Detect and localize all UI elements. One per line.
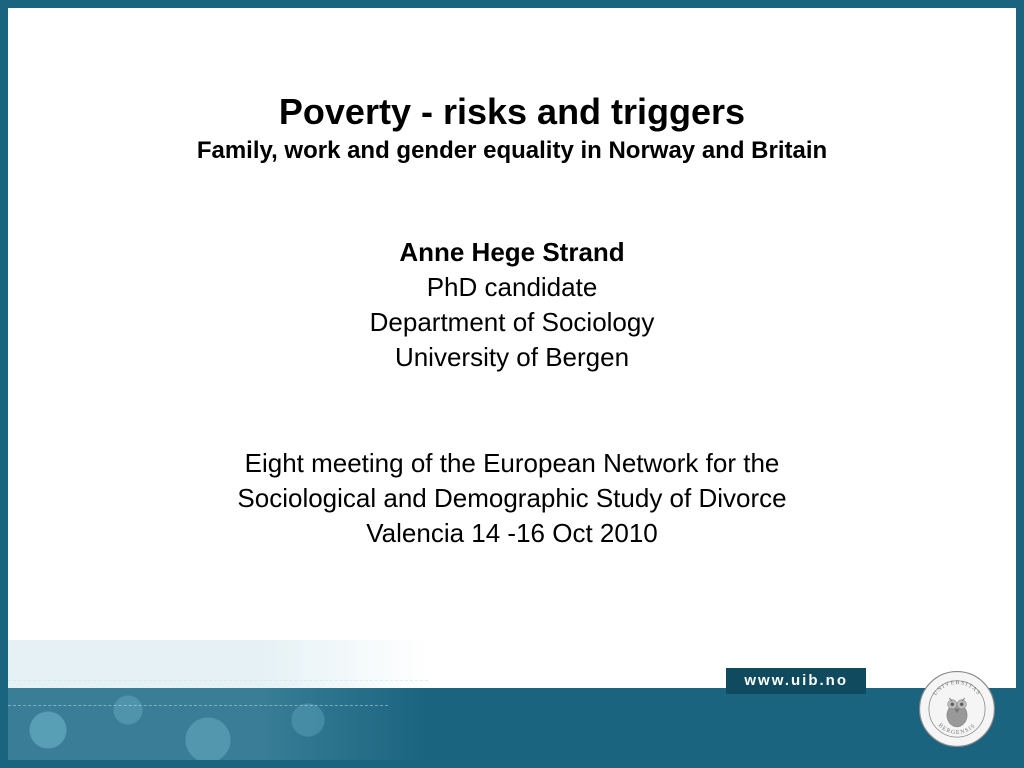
author-department: Department of Sociology <box>60 305 964 340</box>
footer-band: www.uib.no <box>8 688 1016 760</box>
university-seal-icon: UNIVERSITAS BERGENSIS <box>918 670 996 748</box>
event-line-1: Eight meeting of the European Network fo… <box>60 446 964 481</box>
event-block: Eight meeting of the European Network fo… <box>60 446 964 551</box>
author-name: Anne Hege Strand <box>60 235 964 270</box>
event-line-2: Sociological and Demographic Study of Di… <box>60 481 964 516</box>
slide-content: Poverty - risks and triggers Family, wor… <box>60 90 964 551</box>
author-institution: University of Bergen <box>60 340 964 375</box>
event-location-date: Valencia 14 -16 Oct 2010 <box>60 516 964 551</box>
slide-subtitle: Family, work and gender equality in Norw… <box>60 137 964 165</box>
author-block: Anne Hege Strand PhD candidate Departmen… <box>60 235 964 375</box>
author-role: PhD candidate <box>60 270 964 305</box>
footer-url: www.uib.no <box>726 668 866 694</box>
slide-title: Poverty - risks and triggers <box>60 90 964 133</box>
